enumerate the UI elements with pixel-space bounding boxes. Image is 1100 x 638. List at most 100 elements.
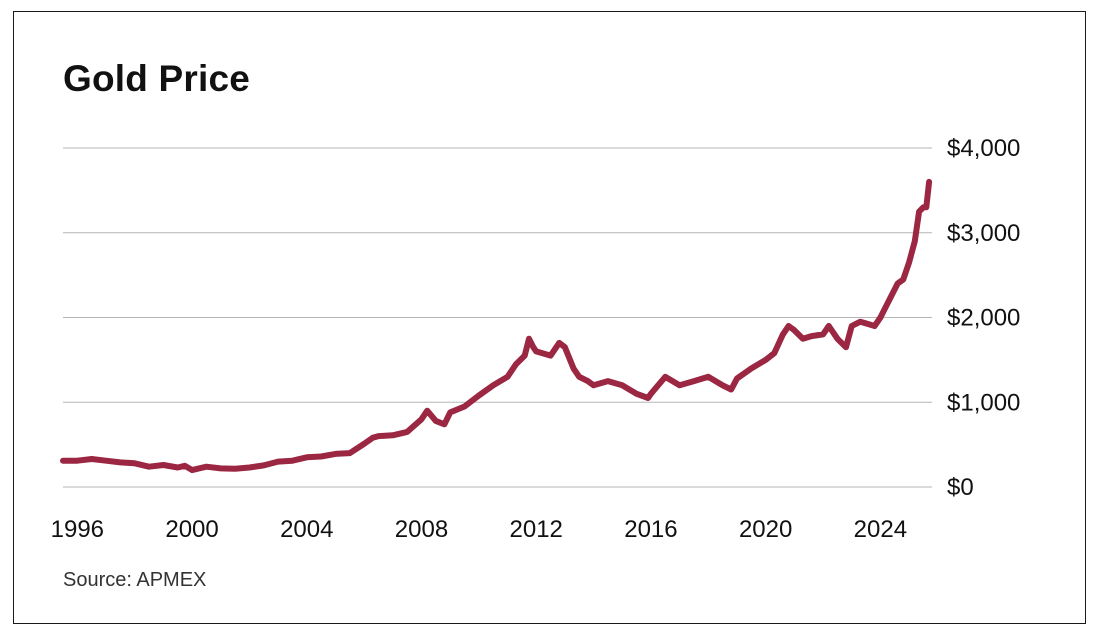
data-point [562, 344, 568, 350]
data-point [820, 331, 826, 337]
x-tick-label: 2004 [280, 516, 333, 543]
data-point [763, 357, 769, 363]
series-line-gold-price [60, 178, 933, 474]
data-point [895, 281, 901, 287]
data-point [513, 361, 519, 367]
data-point [843, 344, 849, 350]
data-point [705, 374, 711, 380]
x-tick-label: 1996 [51, 516, 104, 543]
data-point [370, 435, 376, 441]
data-point [275, 459, 281, 465]
data-point [103, 458, 109, 464]
data-point [800, 336, 806, 342]
x-tick-label: 2024 [854, 516, 907, 543]
y-axis-tick-labels: $0 $1,000 $2,000 $3,000 $4,000 [947, 135, 1020, 501]
data-point [522, 353, 528, 359]
data-point [591, 382, 597, 388]
data-point [866, 321, 872, 327]
y-tick-label: $4,000 [947, 135, 1020, 162]
data-point [530, 344, 536, 350]
data-point [834, 336, 840, 342]
data-point [677, 382, 683, 388]
x-tick-label: 2016 [624, 516, 677, 543]
x-tick-label: 2000 [165, 516, 218, 543]
data-point [585, 378, 591, 384]
data-point [728, 387, 734, 392]
series-layer [60, 178, 933, 474]
data-point [786, 323, 792, 329]
data-point [662, 374, 668, 380]
data-point [490, 382, 496, 388]
data-point [691, 378, 697, 384]
data-point [462, 404, 467, 409]
data-point [447, 409, 453, 415]
y-tick-label: $2,000 [947, 305, 1020, 332]
data-point [548, 353, 554, 359]
data-point [246, 465, 252, 470]
y-tick-label: $1,000 [947, 389, 1020, 416]
data-point [900, 276, 906, 282]
data-point [926, 179, 932, 185]
data-point [74, 458, 80, 464]
data-point [132, 460, 138, 466]
data-point [809, 333, 814, 339]
data-point [175, 465, 181, 470]
data-point [720, 382, 726, 388]
data-point [571, 365, 576, 371]
data-point [160, 462, 166, 468]
y-tick-label: $0 [947, 474, 974, 501]
data-point [826, 323, 832, 329]
data-point [476, 393, 482, 398]
data-point [619, 382, 625, 388]
data-point [849, 323, 855, 329]
data-point [923, 204, 929, 210]
data-point [146, 464, 152, 470]
data-point [734, 376, 740, 381]
data-point [433, 418, 439, 424]
data-point [526, 336, 532, 342]
data-point [182, 463, 188, 469]
data-point [505, 374, 510, 380]
source-note: Source: APMEX [63, 569, 207, 591]
data-point [304, 454, 310, 460]
data-point [218, 465, 224, 471]
y-tick-label: $3,000 [947, 220, 1020, 247]
data-point [877, 315, 883, 320]
data-point [912, 238, 918, 244]
data-point [857, 319, 863, 325]
data-point [189, 467, 195, 473]
data-point [361, 441, 367, 447]
data-point [117, 459, 123, 465]
data-point [916, 209, 922, 215]
x-axis-tick-labels: 1996 2000 2004 2008 2012 2016 2020 2024 [51, 516, 907, 543]
data-point [780, 331, 786, 337]
data-point [203, 464, 209, 470]
x-tick-label: 2020 [739, 516, 792, 543]
data-point [424, 408, 430, 414]
data-point [376, 433, 381, 439]
data-point [576, 374, 582, 380]
data-point [906, 259, 912, 265]
data-point [89, 456, 95, 462]
data-point [318, 454, 324, 459]
x-tick-label: 2012 [510, 516, 563, 543]
data-point [771, 350, 777, 356]
data-point [533, 348, 539, 354]
x-tick-label: 2008 [395, 516, 448, 543]
data-point [645, 395, 651, 401]
data-point [60, 458, 66, 464]
data-point [390, 432, 396, 438]
data-point [757, 360, 763, 366]
data-point [748, 365, 754, 371]
data-point [347, 450, 353, 456]
data-point [556, 340, 562, 346]
data-point [261, 462, 267, 468]
chart-title: Gold Price [63, 58, 251, 99]
data-point [441, 421, 447, 427]
data-point [404, 429, 410, 435]
data-point [289, 458, 295, 464]
data-point [605, 378, 611, 384]
data-point [419, 416, 424, 422]
data-point [886, 298, 892, 303]
